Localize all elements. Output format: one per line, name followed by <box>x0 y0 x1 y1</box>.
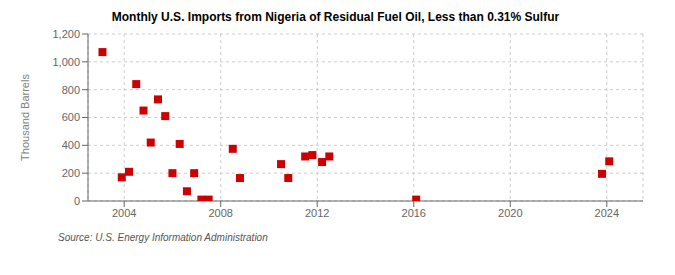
svg-text:2020: 2020 <box>498 207 522 219</box>
svg-text:2004: 2004 <box>112 207 136 219</box>
svg-text:Thousand Barrels: Thousand Barrels <box>19 74 31 161</box>
svg-text:2024: 2024 <box>595 207 619 219</box>
svg-text:0: 0 <box>74 195 80 207</box>
svg-text:2012: 2012 <box>305 207 329 219</box>
html-text:Source: U.S. Energy Informatio: Source: U.S. Energy Information Administ… <box>58 232 268 243</box>
html-text:Monthly U.S. Imports from Nige: Monthly U.S. Imports from Nigeria of Res… <box>111 10 560 24</box>
svg-text:2016: 2016 <box>402 207 426 219</box>
svg-text:200: 200 <box>62 167 80 179</box>
svg-text:400: 400 <box>62 139 80 151</box>
svg-text:600: 600 <box>62 111 80 123</box>
svg-text:800: 800 <box>62 84 80 96</box>
svg-text:1,200: 1,200 <box>52 28 80 40</box>
svg-text:1,000: 1,000 <box>52 56 80 68</box>
svg-text:2008: 2008 <box>208 207 232 219</box>
